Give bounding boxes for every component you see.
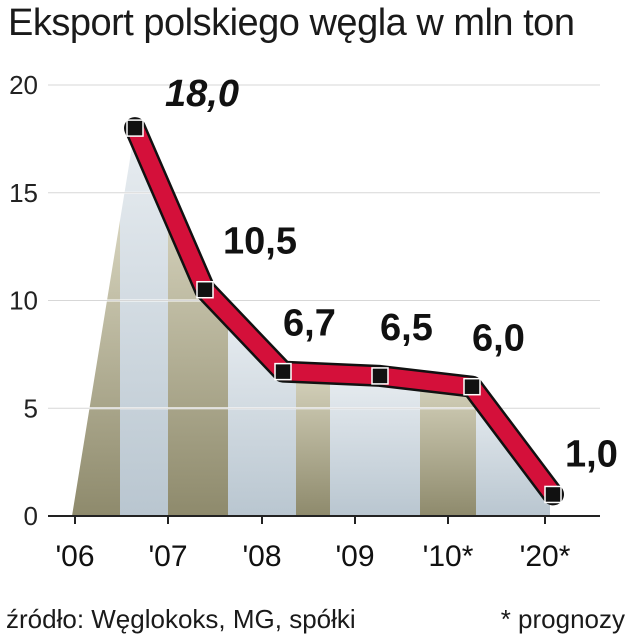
area-band [420,380,476,516]
data-label: 18,0 [165,73,239,115]
data-label: 10,5 [223,221,297,263]
data-label: 6,0 [472,318,525,360]
area-band [330,373,420,516]
x-tick-labels: '06 '07 '08 '09 '10* '20* [55,540,570,573]
x-tick-label: '06 [55,540,94,573]
grid-lines [48,84,600,524]
x-tick-label: '09 [335,540,374,573]
data-point-marker [544,485,562,504]
area-band [228,313,296,516]
y-tick-label: 20 [9,70,38,100]
data-point-marker [196,280,214,299]
data-label: 6,7 [283,303,336,345]
y-tick-label: 15 [9,178,38,208]
area-band [168,204,228,517]
series-line [126,119,562,503]
y-tick-labels: 0 5 10 15 20 [9,70,38,531]
data-label: 1,0 [565,433,618,475]
area-band [72,220,120,516]
data-labels: 18,0 10,5 6,7 6,5 6,0 1,0 [165,73,618,475]
data-label: 6,5 [380,307,433,349]
x-tick-label: '20* [520,540,571,573]
data-point-marker [371,367,389,385]
data-point-marker [463,377,481,396]
forecast-note: * prognozy [500,604,625,634]
area-band [120,130,168,516]
x-tick-label: '10* [423,540,474,573]
series-line [124,117,564,506]
data-point-marker [126,119,144,137]
series-markers [126,119,562,504]
chart-title: Eksport polskiego węgla w mln ton [8,2,575,44]
y-tick-label: 10 [9,286,38,316]
data-point-marker [274,362,292,381]
x-tick-label: '08 [242,540,281,573]
y-tick-label: 5 [24,393,38,423]
area-band [296,372,330,516]
x-tick-label: '07 [148,540,187,573]
source-note: źródło: Węglokoks, MG, spółki [6,604,356,634]
y-tick-label: 0 [24,501,38,531]
